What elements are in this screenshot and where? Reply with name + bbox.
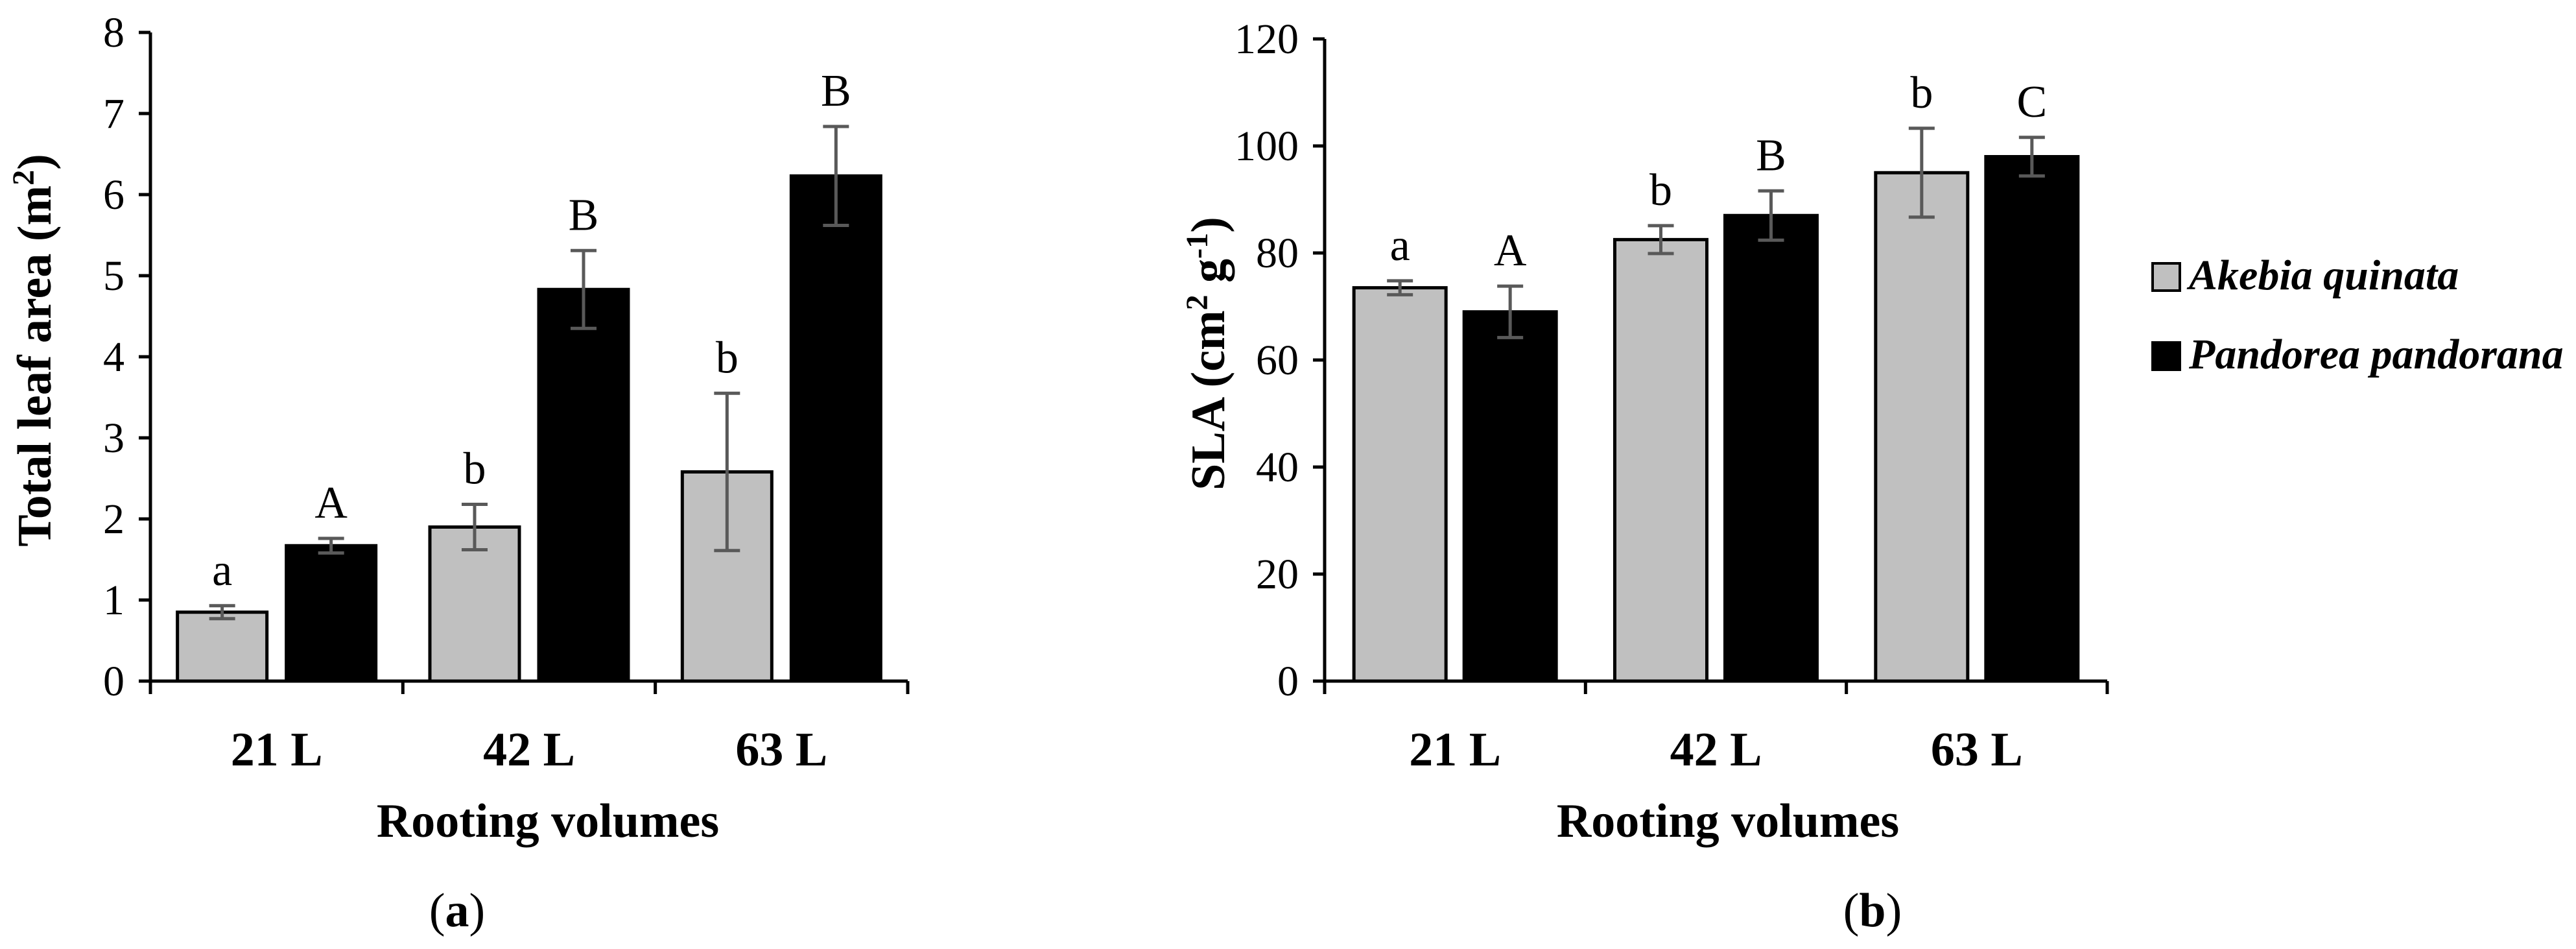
legend: Akebia quinata Pandorea pandorana [2151, 252, 2564, 378]
chart-a-bar [176, 610, 269, 683]
chart-b-bar [1984, 155, 2080, 683]
chart-a-y-tick-label: 8 [103, 9, 124, 56]
chart-b-significance-letter: b [1910, 68, 1933, 118]
chart-a-category-label: 21 L [231, 723, 323, 776]
chart-b-y-axis-title: SLA (cm2 g-1) [1180, 217, 1236, 490]
chart-b-panel-label: (b) [1843, 884, 1902, 937]
legend-swatch [2151, 341, 2181, 371]
chart-b-significance-letter: C [2016, 77, 2047, 127]
chart-a-significance-letter: B [821, 66, 851, 116]
chart-a-category-label: 63 L [735, 723, 827, 776]
legend-item: Pandorea pandorana [2151, 331, 2564, 378]
chart-b-significance-letter: a [1390, 221, 1410, 270]
chart-b-plot: a A 21 L b B 42 L b C 63 L 0 20 40 60 80 100 120 [1235, 16, 2109, 776]
chart-a-y-tick-label: 1 [103, 577, 124, 624]
chart-a-y-tick-label: 2 [103, 496, 124, 543]
chart-b-y-tick-label: 20 [1256, 551, 1299, 598]
chart-b-significance-letter: B [1756, 130, 1786, 180]
chart-a-plot: a A 21 L b B 42 L b B 63 L 0 1 2 3 4 5 6 7 8 [103, 9, 910, 776]
chart-b-bar [1613, 237, 1708, 683]
chart-a-bar [285, 544, 378, 683]
chart-a-bar [537, 287, 630, 683]
chart-a-y-tick-label: 5 [103, 252, 124, 300]
chart-b-y-tick-label: 80 [1256, 230, 1299, 277]
chart-b-significance-letter: A [1494, 226, 1527, 276]
chart-a-significance-letter: a [212, 546, 232, 595]
chart-a-y-tick-label: 0 [103, 658, 124, 705]
chart-a-significance-letter: A [314, 478, 348, 528]
chart-b-bar [1874, 171, 1970, 683]
chart-b-sla: a A 21 L b B 42 L b C 63 L 0 20 40 60 80 100 120 SLA (c… [1180, 16, 2109, 937]
legend-swatch [2151, 262, 2181, 292]
chart-b-significance-letter: b [1649, 165, 1672, 215]
chart-b-y-tick-label: 40 [1256, 444, 1299, 491]
chart-a-significance-letter: B [569, 190, 599, 240]
chart-b-y-tick-label: 100 [1235, 123, 1299, 170]
chart-b-bar [1462, 310, 1558, 683]
chart-a-y-tick-label: 4 [103, 333, 124, 381]
chart-b-category-label: 63 L [1931, 723, 2023, 776]
chart-b-y-tick-label: 120 [1235, 16, 1299, 63]
chart-a-y-tick-label: 6 [103, 171, 124, 219]
chart-b-y-tick-label: 0 [1277, 658, 1299, 705]
legend-label: Akebia quinata [2186, 252, 2459, 299]
chart-a-y-tick-label: 7 [103, 90, 124, 138]
chart-b-bar [1723, 213, 1819, 683]
chart-b-category-label: 42 L [1670, 723, 1762, 776]
chart-a-panel-label: (a) [429, 884, 485, 937]
chart-b-x-axis-title: Rooting volumes [1557, 795, 1899, 848]
chart-b-bar [1352, 286, 1448, 683]
chart-a-y-tick-label: 3 [103, 414, 124, 462]
chart-a-total-leaf-area: a A 21 L b B 42 L b B 63 L 0 1 2 3 4 5 6 7 8 Total leaf a… [6, 9, 910, 937]
chart-a-y-axis-title: Total leaf area (m2) [6, 154, 62, 547]
chart-a-significance-letter: b [716, 333, 739, 383]
chart-b-y-tick-label: 60 [1256, 337, 1299, 384]
chart-a-category-label: 42 L [483, 723, 575, 776]
chart-a-x-axis-title: Rooting volumes [377, 795, 719, 848]
legend-item: Akebia quinata [2151, 252, 2459, 299]
chart-a-bar [789, 174, 882, 683]
legend-label: Pandorea pandorana [2188, 331, 2564, 378]
chart-b-category-label: 21 L [1409, 723, 1501, 776]
chart-a-significance-letter: b [464, 444, 486, 494]
